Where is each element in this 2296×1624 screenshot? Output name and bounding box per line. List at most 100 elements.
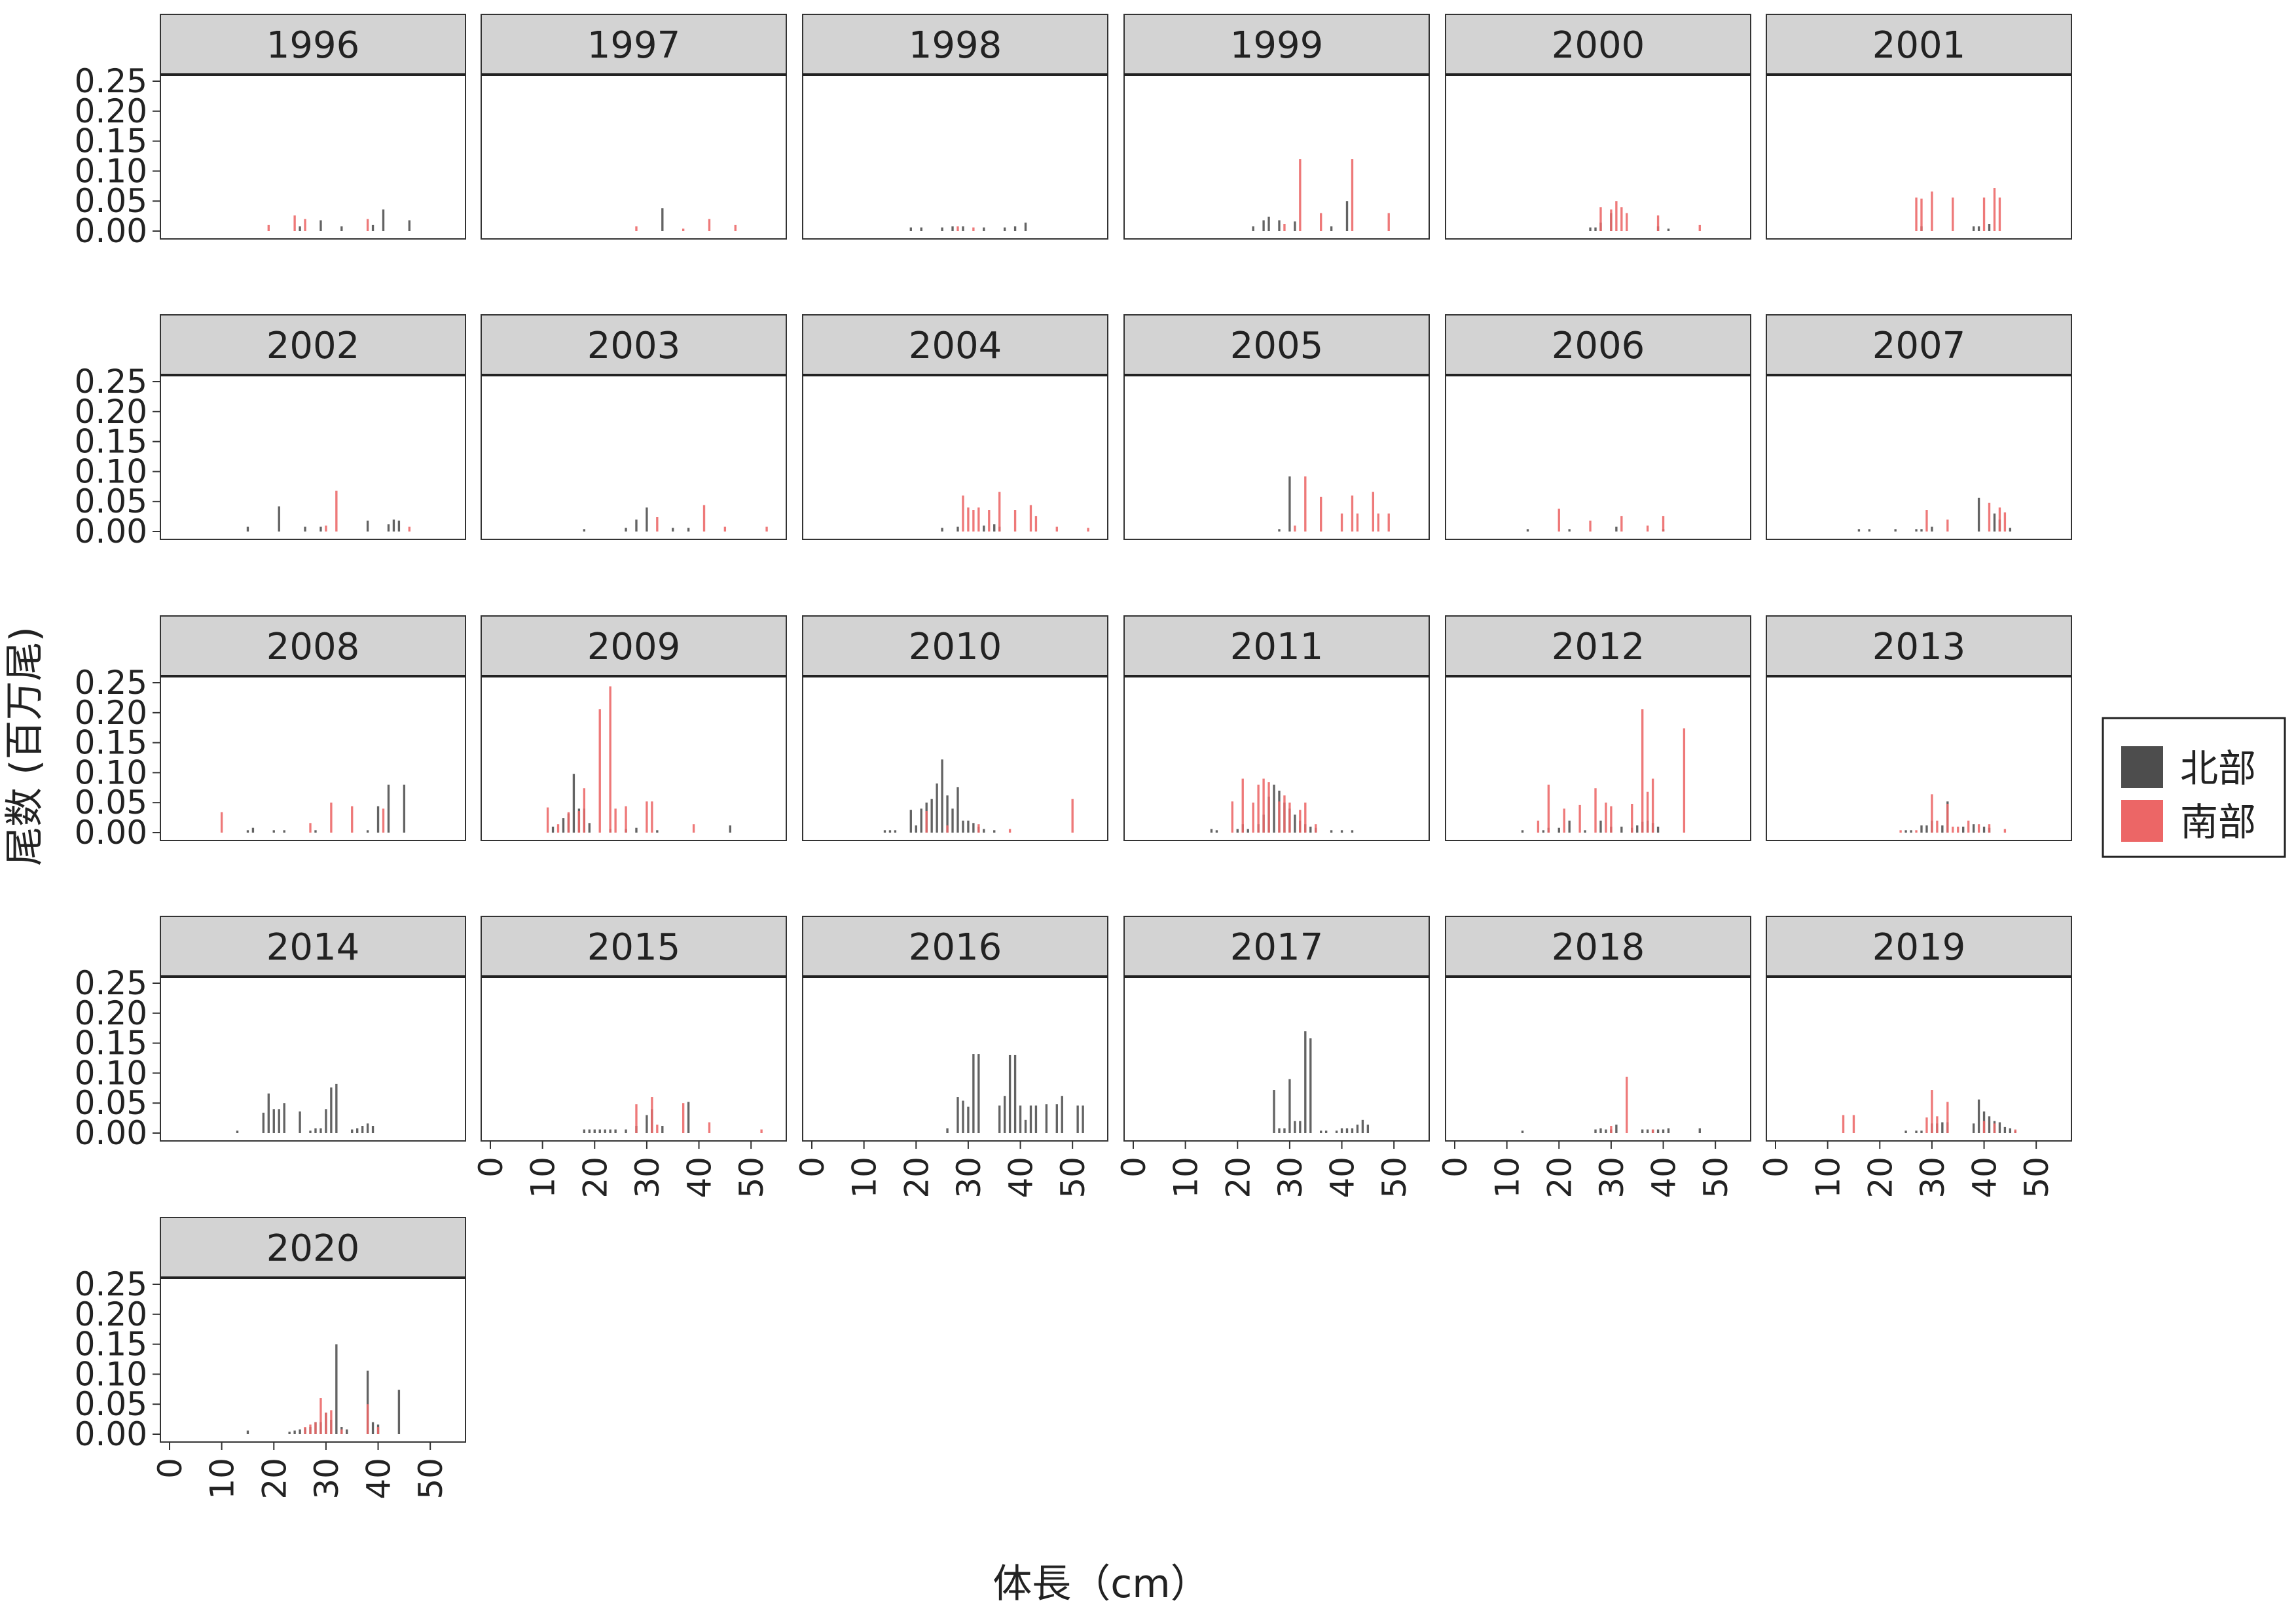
bar-north (1920, 529, 1923, 532)
panel-frame (802, 74, 1108, 240)
facet-strip (802, 615, 1108, 677)
x-tick-label: 40 (1002, 1157, 1040, 1199)
x-tick-label: 50 (733, 1157, 771, 1199)
bar-north (1013, 1055, 1017, 1133)
bar-south (567, 812, 570, 833)
panel-2009: 2009 (481, 615, 787, 841)
x-tick-label: 20 (898, 1157, 936, 1199)
bar-north (335, 1083, 338, 1133)
bar-south (635, 1104, 638, 1133)
y-tick-label: 0.25 (75, 363, 147, 401)
y-tick-label: 0.20 (75, 92, 147, 130)
bar-south (1698, 225, 1701, 231)
bar-north (1857, 529, 1861, 532)
x-tick-label: 0 (1115, 1157, 1153, 1178)
bar-south (340, 1429, 343, 1434)
bar-north (1925, 825, 1928, 833)
bar-south (309, 823, 312, 833)
bar-south (408, 526, 410, 532)
bar-north (1910, 830, 1912, 833)
x-tick-label: 50 (1054, 1157, 1092, 1199)
bar-north (1061, 1096, 1063, 1133)
bar-north (392, 519, 395, 532)
bar-north (894, 830, 897, 833)
bar-north (661, 1126, 664, 1133)
bar-north (1894, 529, 1897, 532)
legend-label-south: 南部 (2180, 800, 2256, 844)
facet-strip-label: 2003 (587, 325, 681, 367)
bar-north (371, 1422, 374, 1434)
bar-south (319, 1398, 322, 1434)
bar-south (1537, 820, 1540, 833)
bar-north (1273, 1090, 1275, 1133)
bar-north (382, 209, 385, 231)
x-tick-label: 40 (1966, 1157, 2004, 1199)
bar-north (309, 1130, 312, 1133)
facet-strip (802, 314, 1108, 376)
x-tick-label: 30 (1914, 1157, 1952, 1199)
panel-2014: 2014 0.000.050.100.150.200.25 (75, 916, 466, 1152)
bar-south (1952, 826, 1954, 833)
bar-north (278, 1109, 280, 1133)
bar-north (625, 528, 627, 532)
bar-north (1667, 1128, 1670, 1133)
bar-north (2009, 528, 2012, 532)
bar-north (1034, 1105, 1038, 1133)
bar-north (1972, 824, 1975, 833)
bar-north (361, 1126, 364, 1133)
bar-north (909, 810, 912, 833)
y-tick-label: 0.10 (75, 753, 147, 791)
bar-north (1542, 830, 1545, 833)
bar-south (366, 219, 369, 231)
x-tick-label: 50 (2018, 1157, 2056, 1199)
bar-north (1568, 820, 1571, 833)
bar-south (1071, 799, 1074, 833)
bar-north (1299, 1121, 1302, 1133)
bar-north (1283, 1128, 1286, 1133)
bar-north (920, 227, 922, 231)
x-tick-label: 10 (204, 1458, 242, 1500)
bar-south (972, 227, 975, 231)
x-axis-title: 体長（cm） (993, 1561, 1209, 1607)
bar-north (1335, 1130, 1338, 1133)
bar-south (1920, 198, 1923, 231)
bar-south (1641, 709, 1644, 833)
panel-1998: 1998 (802, 14, 1108, 240)
panel-2017: 2017 0 10 20 30 40 50 (1115, 916, 1430, 1199)
bar-north (962, 820, 964, 833)
y-tick-label: 0.15 (75, 1024, 147, 1062)
bar-south (609, 686, 611, 833)
bar-south (1299, 810, 1302, 833)
legend: 北部 南部 (2102, 717, 2286, 858)
panel-2019: 2019 0 10 20 30 40 50 (1757, 916, 2072, 1199)
bar-north (1082, 1105, 1084, 1133)
bar-north (1589, 227, 1592, 231)
bar-south (682, 1103, 685, 1133)
x-tick-label: 30 (308, 1458, 346, 1500)
x-tick-label: 0 (151, 1458, 189, 1479)
bar-north (888, 830, 892, 833)
panel-1999: 1999 (1123, 14, 1430, 240)
bar-south (682, 228, 685, 231)
bar-north (1521, 1130, 1524, 1133)
bar-south (1013, 510, 1017, 532)
bar-north (278, 506, 280, 532)
bar-south (1008, 829, 1011, 833)
bar-south (1547, 784, 1550, 833)
bar-south (1988, 503, 1991, 532)
bar-north (583, 529, 586, 532)
facet-strip-label: 2004 (909, 325, 1002, 367)
bar-south (977, 507, 980, 532)
facet-strip (481, 615, 787, 677)
bar-south (708, 1122, 711, 1133)
bar-south (1931, 1090, 1933, 1133)
y-tick-label: 0.05 (75, 482, 147, 520)
bar-north (314, 1128, 317, 1133)
panel-2010: 2010 (802, 615, 1108, 841)
bar-south (1620, 516, 1623, 532)
y-tick-label: 0.25 (75, 964, 147, 1002)
bar-north (1003, 227, 1006, 231)
bar-north (983, 525, 985, 532)
